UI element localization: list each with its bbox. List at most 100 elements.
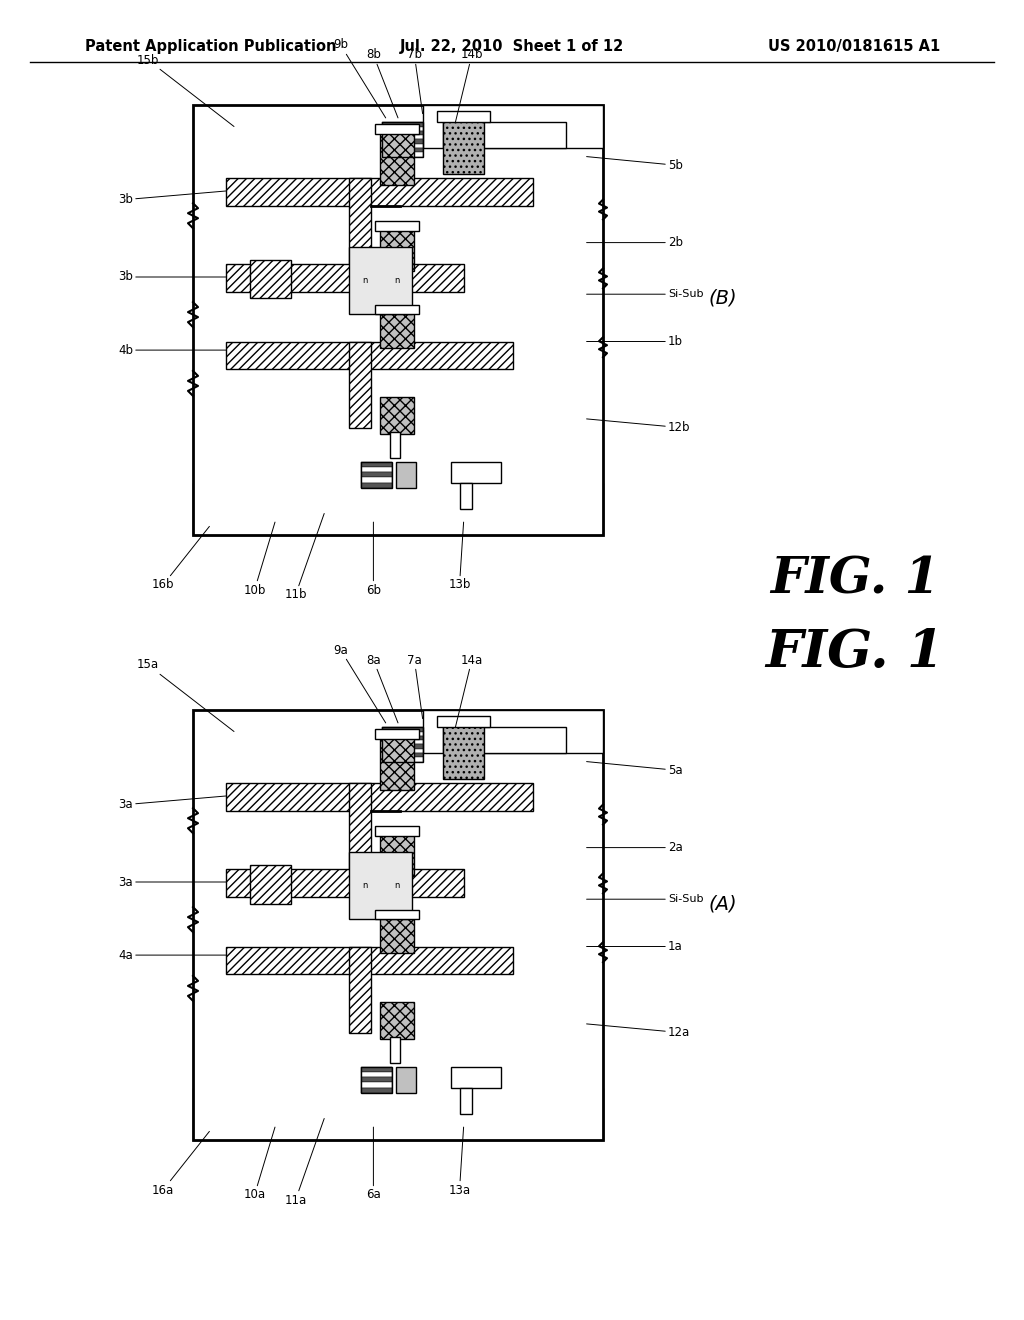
Bar [349,946,372,1032]
Bar [361,483,392,487]
Bar [376,826,419,836]
Bar [382,152,423,157]
Bar [380,131,415,185]
Bar [423,106,603,148]
Text: (A): (A) [709,894,737,913]
Bar [361,1072,392,1077]
Text: n: n [394,880,399,890]
Bar [443,723,484,779]
Text: 14b: 14b [456,49,483,123]
Bar [437,111,490,123]
Text: n: n [362,276,368,285]
Text: 10b: 10b [244,523,275,597]
Bar [251,865,292,903]
Bar [361,1088,392,1093]
Text: 6a: 6a [366,1127,381,1201]
Bar [382,731,423,735]
Bar [380,916,415,953]
Bar [376,730,419,739]
Text: 3b: 3b [118,191,226,206]
Text: 8b: 8b [366,49,398,117]
Text: 7a: 7a [407,653,423,718]
Bar [382,140,423,144]
Bar [380,312,415,348]
Bar [443,727,566,752]
Bar [349,342,372,428]
Text: 3a: 3a [119,875,226,888]
Bar [460,1089,472,1114]
Bar [361,1067,392,1093]
Text: Patent Application Publication: Patent Application Publication [85,40,337,54]
Text: Si-Sub: Si-Sub [587,289,703,300]
Text: 2b: 2b [587,236,683,249]
Bar [193,106,603,535]
Text: Si-Sub: Si-Sub [587,894,703,904]
Bar [349,851,413,919]
Bar [251,260,292,298]
Bar [382,131,423,135]
Bar [382,148,423,152]
Text: 11b: 11b [285,513,325,602]
Text: FIG. 1: FIG. 1 [770,556,940,605]
Bar [376,220,419,231]
Bar [460,483,472,510]
Bar [226,178,534,206]
Bar [382,735,423,741]
Text: Jul. 22, 2010  Sheet 1 of 12: Jul. 22, 2010 Sheet 1 of 12 [400,40,624,54]
Text: 9a: 9a [333,644,386,723]
Bar [361,1067,392,1072]
Bar [423,710,603,752]
Text: 12a: 12a [587,1024,690,1039]
Text: 14a: 14a [456,653,483,727]
Bar [226,264,464,292]
Text: 7b: 7b [407,49,423,114]
Bar [193,710,603,1140]
Bar [396,1067,417,1093]
Text: 5b: 5b [587,157,683,172]
Text: 1b: 1b [587,335,683,348]
Text: 4a: 4a [118,949,226,961]
Bar [382,727,423,731]
Text: US 2010/0181615 A1: US 2010/0181615 A1 [768,40,940,54]
Bar [193,483,603,535]
Bar [361,473,392,478]
Bar [382,135,423,140]
Text: 16a: 16a [152,1131,209,1196]
Bar [380,1002,415,1039]
Bar [380,735,415,789]
Bar [382,748,423,752]
Bar [390,432,400,458]
Text: FIG. 1: FIG. 1 [766,627,944,678]
Text: 9b: 9b [333,38,386,117]
Bar [382,123,423,127]
Bar [226,946,513,974]
Text: 10a: 10a [244,1127,275,1201]
Text: n: n [362,880,368,890]
Text: 1a: 1a [587,940,683,953]
Bar [349,783,372,869]
Bar [226,783,534,810]
Bar [382,752,423,758]
Bar [361,467,392,473]
Text: 15b: 15b [137,54,234,127]
Bar [361,1082,392,1088]
Bar [361,462,392,487]
Bar [443,117,484,174]
Text: 6b: 6b [366,523,381,597]
Text: 3b: 3b [118,271,226,284]
Bar [380,227,415,271]
Text: 8a: 8a [367,653,398,723]
Text: 11a: 11a [285,1118,325,1206]
Bar [452,1067,501,1089]
Bar [349,178,372,264]
Bar [382,127,423,131]
Bar [382,741,423,744]
Text: (B): (B) [709,289,737,308]
Text: 15a: 15a [137,659,234,731]
Text: 12b: 12b [587,418,690,434]
Bar [226,869,464,898]
Bar [376,305,419,314]
Text: n: n [394,276,399,285]
Bar [390,1036,400,1063]
Bar [437,717,490,727]
